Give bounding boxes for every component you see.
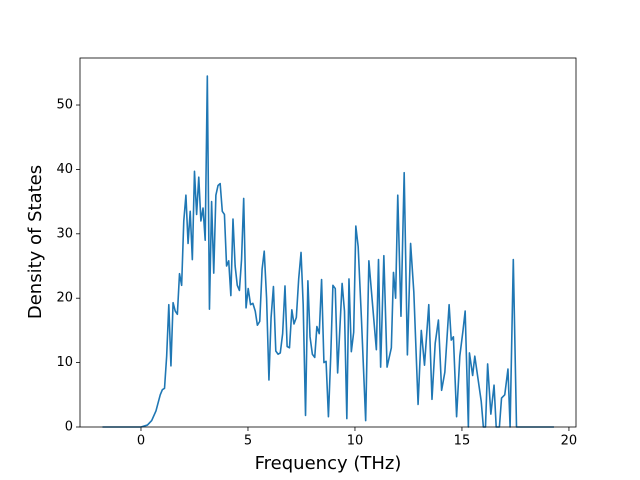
y-axis-label: Density of States: [25, 165, 46, 319]
x-tick-label: 10: [347, 434, 364, 449]
y-tick-label: 50: [56, 98, 73, 113]
y-tick-label: 40: [56, 162, 73, 177]
y-tick-label: 20: [56, 291, 73, 306]
x-tick-label: 0: [137, 434, 145, 449]
x-tick-label: 20: [561, 434, 578, 449]
data-line: [102, 75, 554, 428]
x-axis-label: Frequency (THz): [255, 453, 402, 474]
y-tick-label: 10: [56, 355, 73, 370]
y-tick-label: 0: [65, 420, 73, 435]
x-tick-label: 5: [244, 434, 252, 449]
plot-frame: [79, 57, 577, 428]
y-tick-label: 30: [56, 226, 73, 241]
x-tick-label: 15: [454, 434, 471, 449]
